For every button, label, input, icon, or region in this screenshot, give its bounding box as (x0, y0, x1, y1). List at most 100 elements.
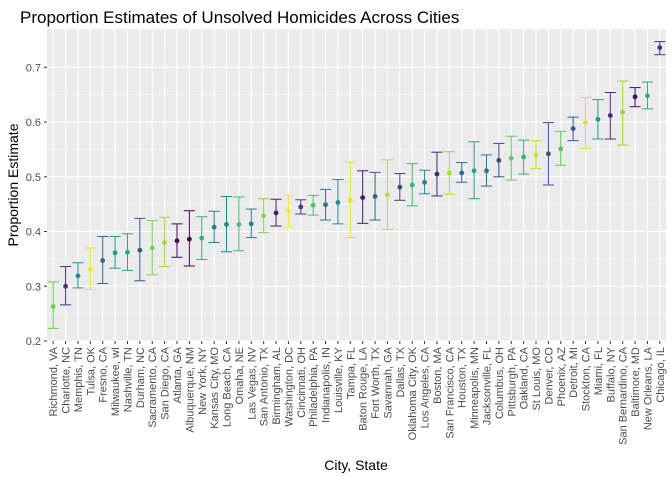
data-point (657, 45, 663, 51)
data-point (273, 210, 279, 216)
x-tick-label: Las Vegas, NV (246, 346, 258, 419)
data-point (558, 146, 564, 152)
x-tick-label: Phoenix, AZ (556, 347, 568, 407)
data-point (112, 250, 118, 256)
data-point (583, 120, 588, 125)
data-point (174, 238, 180, 244)
data-point (310, 202, 316, 208)
y-axis: 0.2 0.3 0.4 0.5 0.6 0.7 (26, 62, 47, 348)
data-point (335, 200, 341, 205)
y-tick-label: 0.3 (26, 281, 41, 293)
x-tick-label: Charlotte, NC (61, 347, 73, 414)
x-axis-label: City, State (324, 457, 388, 473)
x-tick-label: Durham, NC (135, 347, 147, 408)
y-tick-label: 0.5 (26, 172, 41, 184)
x-tick-label: Baton Rouge, LA (358, 346, 370, 430)
x-tick-label: Miami, FL (593, 347, 605, 395)
y-tick-label: 0.2 (26, 336, 41, 348)
data-point (199, 235, 205, 241)
x-tick-label: San Bernardino, CA (618, 346, 630, 444)
x-tick-label: Chicago, IL (655, 347, 667, 403)
x-tick-label: Denver, CO (543, 347, 555, 405)
plot-panel (47, 29, 666, 341)
data-point (347, 197, 353, 203)
x-tick-label: Columbus, OH (494, 347, 506, 419)
x-tick-label: Tulsa, OK (85, 346, 97, 395)
x-tick-label: Omaha, NE (234, 347, 246, 404)
data-point (645, 93, 650, 99)
x-tick-label: Boston, MA (432, 346, 444, 404)
data-point (521, 154, 527, 160)
x-tick-label: San Diego, CA (160, 346, 172, 419)
data-point (533, 152, 539, 158)
x-tick-label: Tampa, FL (345, 347, 357, 399)
y-tick-label: 0.6 (26, 117, 41, 129)
y-tick-label: 0.7 (26, 62, 41, 74)
x-tick-label: Louisville, KY (333, 346, 345, 413)
x-tick-label: Detroit, MI (568, 347, 580, 398)
x-tick-label: Jacksonville, FL (481, 347, 493, 425)
x-tick-label: Memphis, TN (73, 347, 85, 412)
x-tick-label: Sacramento, CA (147, 346, 159, 427)
data-point (459, 170, 465, 176)
data-point (63, 283, 68, 289)
data-point (87, 266, 93, 272)
data-point (545, 151, 551, 157)
x-tick-label: Indianapolis, IN (321, 347, 333, 423)
grid-lines (47, 29, 666, 342)
y-tick-label: 0.4 (26, 227, 41, 239)
data-point (595, 116, 601, 122)
data-point (298, 204, 304, 210)
data-point (484, 168, 489, 174)
x-tick-label: Richmond, VA (48, 346, 60, 416)
data-point (496, 157, 502, 163)
data-point (409, 182, 415, 188)
data-point (100, 258, 106, 263)
x-tick-label: Dallas, TX (395, 346, 407, 397)
x-axis: Richmond, VA Charlotte, NC Memphis, TN Tuls… (48, 341, 667, 445)
x-tick-label: Los Angeles, CA (420, 346, 432, 428)
x-tick-label: Minneapolis, MN (469, 347, 481, 429)
x-tick-label: Washington, DC (283, 347, 295, 427)
x-tick-label: Pittsburgh, PA (506, 346, 518, 416)
x-tick-label: Kansas City, MO (209, 347, 221, 429)
data-point (50, 304, 56, 309)
x-tick-label: Milwaukee, wI (110, 347, 122, 416)
x-tick-label: Stockton, CA (581, 346, 593, 411)
data-point (236, 222, 242, 227)
chart-title: Proportion Estimates of Unsolved Homicid… (20, 8, 459, 27)
data-point (385, 192, 390, 198)
data-point (632, 94, 638, 100)
x-tick-label: Cincinnati, OH (296, 347, 308, 418)
x-tick-label: Buffalo, NY (605, 346, 617, 402)
data-point (224, 222, 229, 227)
data-point (286, 208, 291, 214)
x-tick-label: San Francisco, CA (444, 346, 456, 438)
x-tick-label: Oklahoma City, OK (407, 346, 419, 440)
data-point (186, 236, 192, 242)
x-tick-label: Albuquerque, NM (184, 347, 196, 433)
data-point (434, 171, 440, 177)
data-point (508, 155, 514, 161)
x-tick-label: Oakland, CA (519, 346, 531, 409)
data-point (137, 247, 143, 253)
x-tick-label: Fort Worth, TX (370, 346, 382, 418)
x-tick-label: Nashville, TN (122, 347, 134, 412)
x-tick-label: Birmingham, AL (271, 347, 283, 425)
data-point (570, 126, 576, 132)
x-tick-label: Long Beach, CA (222, 346, 234, 427)
data-point (149, 245, 155, 251)
data-point (125, 249, 130, 255)
data-point (397, 184, 403, 190)
data-point (211, 224, 217, 230)
y-axis-label: Proportion Estimate (5, 123, 21, 246)
x-tick-label: Philadelphia, PA (308, 346, 320, 427)
data-point (422, 179, 427, 185)
data-point (261, 213, 267, 219)
x-tick-label: Savannah, GA (382, 346, 394, 418)
data-point (75, 273, 81, 279)
x-tick-label: New Orleans, LA (642, 346, 654, 430)
data-point (248, 221, 254, 227)
data-point (620, 109, 626, 115)
